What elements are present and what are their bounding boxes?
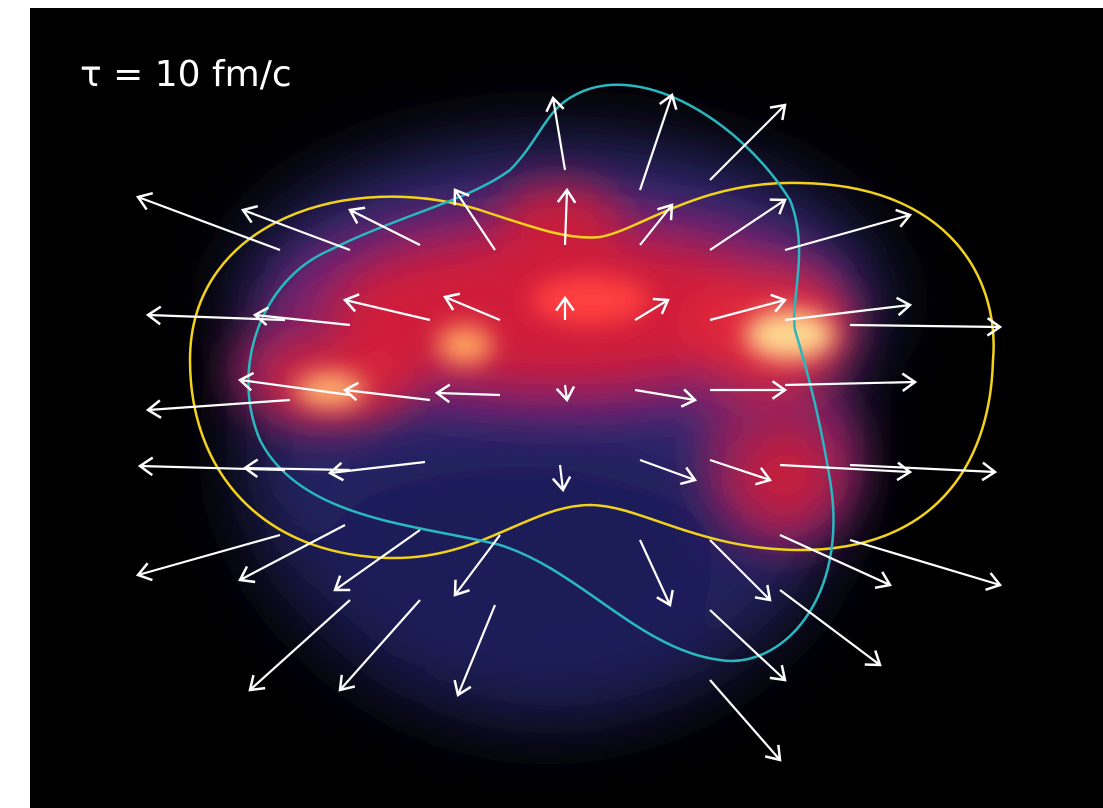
shape xyxy=(437,325,493,365)
page: τ = 10 fm/c (() => { const data = JSON.p… xyxy=(0,0,1103,808)
shape xyxy=(500,185,620,255)
time-label: τ = 10 fm/c xyxy=(80,54,292,95)
shape xyxy=(745,310,835,360)
simulation-image: τ = 10 fm/c xyxy=(0,0,1103,808)
shape xyxy=(530,275,650,325)
